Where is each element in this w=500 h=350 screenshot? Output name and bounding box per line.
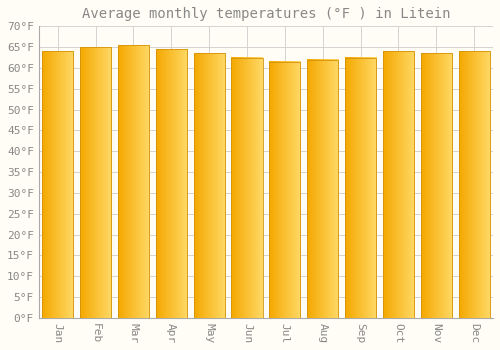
Bar <box>458 51 490 318</box>
Bar <box>118 45 149 318</box>
Bar <box>194 53 224 318</box>
Bar <box>42 51 74 318</box>
Bar <box>421 53 452 318</box>
Bar <box>383 51 414 318</box>
Title: Average monthly temperatures (°F ) in Litein: Average monthly temperatures (°F ) in Li… <box>82 7 450 21</box>
Bar <box>270 62 300 318</box>
Bar <box>80 47 111 318</box>
Bar <box>307 60 338 318</box>
Bar <box>232 57 262 318</box>
Bar <box>345 57 376 318</box>
Bar <box>156 49 187 318</box>
